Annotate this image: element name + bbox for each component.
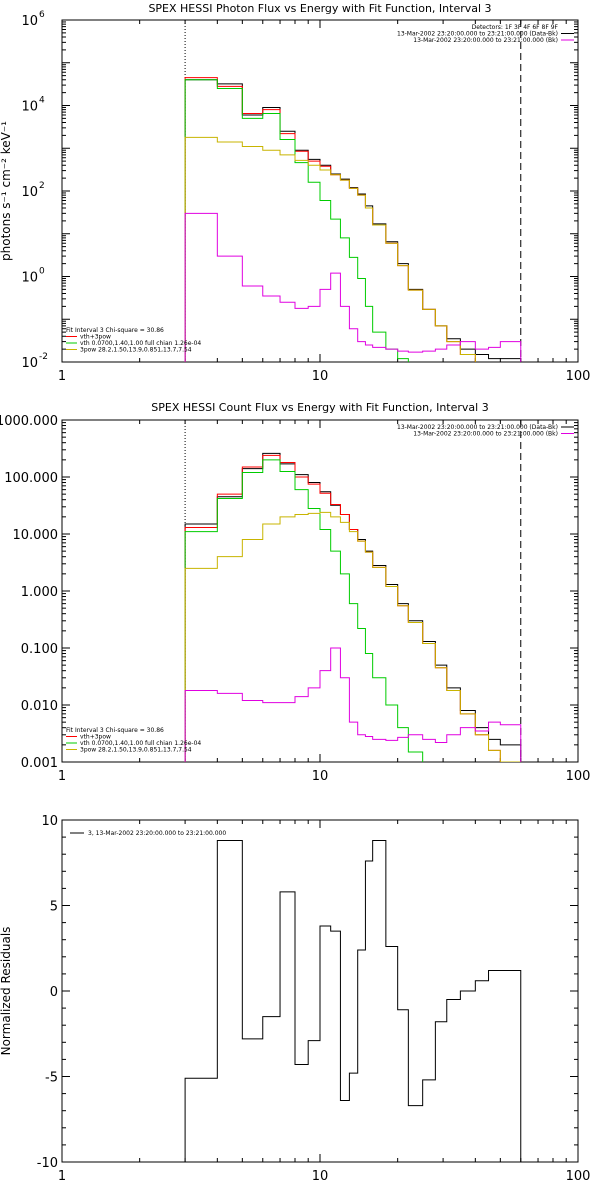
legend-entry: Detectors: 1F 3F 4F 6F 8F 9F <box>472 24 559 31</box>
series-bk <box>184 647 522 762</box>
series-data-bk <box>184 79 522 362</box>
y-tick-label: 10 <box>21 271 38 286</box>
y-tick-label: 100.000 <box>4 471 58 486</box>
resid-chart: 1 10 100 -10 -5 0 5 10 Normalized Residuals 3, 13… <box>0 814 590 1184</box>
legend-entry: vth 0.0700,1.40,1.00 full chian 1.26e-04 <box>80 740 201 747</box>
x-tick-label: 1 <box>58 769 66 784</box>
series-vth <box>184 459 424 762</box>
y-axis-label: Normalized Residuals <box>0 927 13 1056</box>
y-tick-label-exponent: 0 <box>39 267 45 277</box>
y-tick-label: 0 <box>50 985 58 1000</box>
y-tick-label: 10 <box>21 100 38 115</box>
series-vth-3pow <box>184 77 476 362</box>
x-tick-label: 10 <box>312 369 329 384</box>
chart-title: SPEX HESSI Photon Flux vs Energy with Fi… <box>148 2 491 15</box>
y-tick-label: 0.100 <box>21 642 58 657</box>
legend-entry: 13-Mar-2002 23:20:00.000 to 23:21:00.000… <box>413 431 558 438</box>
legend-entry: 3, 13-Mar-2002 23:20:00.000 to 23:21:00.… <box>88 830 226 837</box>
series-vth <box>184 79 409 362</box>
x-tick-label: 1 <box>58 369 66 384</box>
legend-entry: vth+3pow <box>80 334 111 341</box>
series-3pow <box>184 511 522 762</box>
legend-entry: 13-Mar-2002 23:20:00.000 to 23:21:00.000… <box>397 424 558 431</box>
legend-entry: vth+3pow <box>80 734 111 741</box>
y-tick-label: 0.001 <box>21 756 58 771</box>
x-tick-label: 100 <box>566 769 591 784</box>
series-group <box>184 840 522 1162</box>
y-tick-label: 0.010 <box>21 699 58 714</box>
x-tick-label: 1 <box>58 1169 66 1184</box>
x-tick-label: 100 <box>566 369 591 384</box>
series-3pow <box>184 136 476 362</box>
photon-chart: SPEX HESSI Photon Flux vs Energy with Fi… <box>0 2 590 384</box>
count-chart: SPEX HESSI Count Flux vs Energy with Fit… <box>0 401 590 784</box>
y-tick-label: 1.000 <box>21 585 58 600</box>
y-tick-label-exponent: 6 <box>39 10 45 20</box>
series-group <box>184 77 522 362</box>
series-group <box>184 452 522 762</box>
y-tick-label-exponent: -2 <box>39 352 48 362</box>
y-tick-label: 10.000 <box>13 528 59 543</box>
y-tick-label: 10 <box>21 14 38 29</box>
y-tick-label: -5 <box>45 1071 58 1086</box>
y-axis-label: photons s⁻¹ cm⁻² keV⁻¹ <box>0 121 13 261</box>
y-tick-label: 10 <box>21 356 38 371</box>
y-tick-label: 5 <box>50 900 58 915</box>
y-tick-label-exponent: 2 <box>39 181 45 191</box>
legend-entry: Fit Interval 3 Chi-square = 30.86 <box>66 327 164 334</box>
y-tick-label: 10 <box>41 814 58 829</box>
series-data-bk <box>184 452 522 762</box>
legend-entry: 3pow 28.2,1.50,13.9,0.851,13.7,7.54 <box>80 747 192 754</box>
series-vth-3pow <box>184 454 522 762</box>
legend-entry: Fit Interval 3 Chi-square = 30.86 <box>66 727 164 734</box>
x-tick-label: 10 <box>312 1169 329 1184</box>
series-bk <box>184 212 522 362</box>
plot-frame <box>61 419 579 763</box>
legend-entry: 3pow 28.2,1.50,13.9,0.851,13.7,7.54 <box>80 347 192 354</box>
y-tick-label: 10 <box>21 185 38 200</box>
x-tick-label: 10 <box>312 769 329 784</box>
legend-entry: 13-Mar-2002 23:20:00.000 to 23:21:00.000… <box>413 37 558 44</box>
y-tick-label-exponent: 4 <box>39 96 45 106</box>
legend-entry: vth 0.0700,1.40,1.00 full chian 1.26e-04 <box>80 340 201 347</box>
series-residuals <box>184 840 522 1162</box>
y-tick-label: 1000.000 <box>0 414 58 429</box>
legend-entry: 13-Mar-2002 23:20:00.000 to 23:21:00.000… <box>397 31 558 38</box>
y-tick-label: -10 <box>37 1156 58 1171</box>
chart-title: SPEX HESSI Count Flux vs Energy with Fit… <box>151 401 488 414</box>
x-tick-label: 100 <box>566 1169 591 1184</box>
